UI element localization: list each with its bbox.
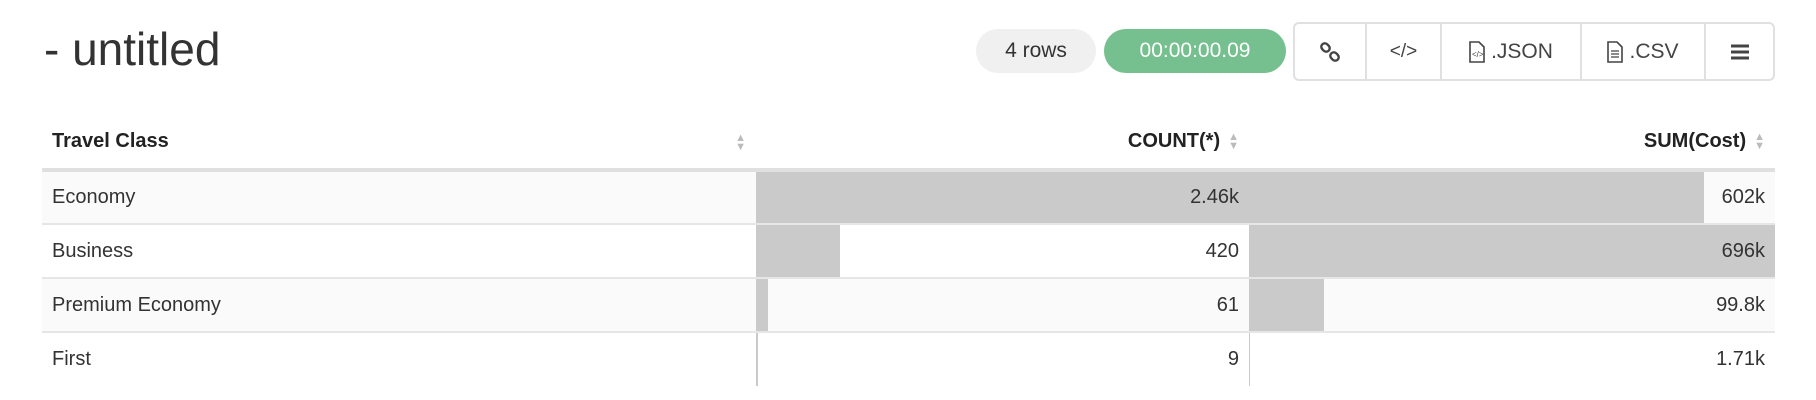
cell-count: 420 bbox=[756, 224, 1249, 279]
elapsed-time-badge: 00:00:00.09 bbox=[1104, 29, 1286, 73]
count-bar bbox=[756, 225, 841, 277]
row-count-badge: 4 rows bbox=[976, 29, 1096, 73]
export-toolbar: </> </> .JSON .CSV bbox=[1293, 22, 1775, 81]
cell-sum-cost: 1.71k bbox=[1249, 332, 1775, 386]
sum-bar bbox=[1249, 172, 1704, 223]
count-bar bbox=[756, 279, 769, 331]
file-code-icon: </> bbox=[1469, 40, 1485, 63]
cell-sum-cost: 602k bbox=[1249, 170, 1775, 225]
cell-sum-cost: 99.8k bbox=[1249, 278, 1775, 333]
cell-count: 2.46k bbox=[756, 170, 1249, 225]
svg-text:</>: </> bbox=[1472, 50, 1484, 59]
results-table: Travel Class ▲ ▼ COUNT(*) ▲ ▼ SUM(Cost) ▲ ▼ Ec… bbox=[42, 115, 1775, 386]
cell-travel-class: First bbox=[52, 348, 91, 370]
cell-count: 61 bbox=[756, 278, 1249, 333]
json-label: .JSON bbox=[1491, 39, 1553, 63]
table-header-row: Travel Class ▲ ▼ COUNT(*) ▲ ▼ SUM(Cost) ▲ ▼ bbox=[42, 115, 1775, 172]
count-bar bbox=[756, 172, 1249, 223]
cell-travel-class: Premium Economy bbox=[42, 278, 756, 333]
count-bar bbox=[756, 333, 758, 386]
menu-button[interactable] bbox=[1706, 24, 1773, 79]
sum-bar bbox=[1249, 333, 1251, 386]
sort-icon[interactable]: ▲ ▼ bbox=[1754, 130, 1765, 152]
embed-code-button[interactable]: </> bbox=[1367, 24, 1442, 79]
page-title: - untitled bbox=[44, 23, 221, 75]
code-icon: </> bbox=[1389, 40, 1418, 62]
cell-sum-cost: 696k bbox=[1249, 224, 1775, 279]
cell-travel-class: Business bbox=[42, 224, 756, 279]
sort-icon[interactable]: ▲ ▼ bbox=[1228, 130, 1239, 152]
table-row: Premium Economy 61 99.8k bbox=[42, 278, 1775, 333]
sum-bar bbox=[1249, 225, 1775, 277]
link-icon bbox=[1320, 41, 1340, 62]
column-header-count[interactable]: COUNT(*) ▲ ▼ bbox=[756, 115, 1249, 172]
cell-travel-class: Economy bbox=[42, 170, 756, 225]
table-row: Economy 2.46k 602k bbox=[42, 170, 1775, 225]
copy-link-button[interactable] bbox=[1295, 24, 1367, 79]
column-header-travel-class[interactable]: Travel Class ▲ ▼ bbox=[42, 115, 756, 172]
table-row: First 9 1.71k bbox=[42, 332, 1775, 386]
sum-bar bbox=[1249, 279, 1325, 331]
table-row: Business 420 696k bbox=[42, 224, 1775, 279]
export-csv-button[interactable]: .CSV bbox=[1582, 24, 1706, 79]
menu-icon bbox=[1730, 44, 1749, 59]
export-json-button[interactable]: </> .JSON bbox=[1442, 24, 1582, 79]
file-text-icon bbox=[1607, 40, 1624, 63]
column-header-sum-cost[interactable]: SUM(Cost) ▲ ▼ bbox=[1249, 115, 1775, 172]
csv-label: .CSV bbox=[1629, 39, 1679, 63]
sort-icon[interactable]: ▲ ▼ bbox=[735, 132, 746, 153]
cell-count: 9 bbox=[756, 332, 1249, 386]
